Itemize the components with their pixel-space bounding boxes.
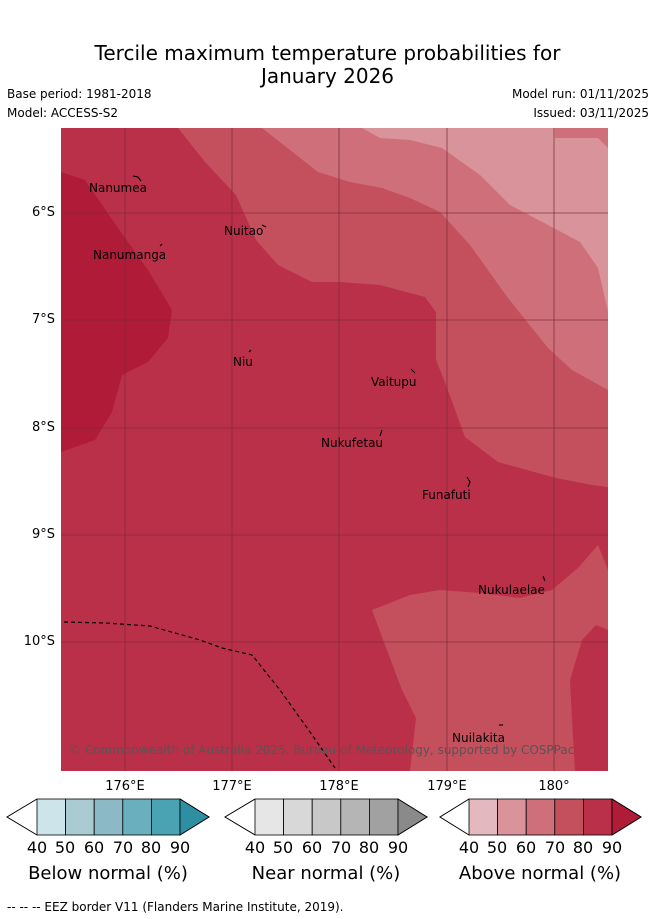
lat-label-6s: 6°S — [31, 205, 55, 220]
above-tick-80: 80 — [572, 838, 594, 857]
near-normal-title: Near normal (%) — [251, 863, 401, 884]
island-label-nuitao: Nuitao — [224, 224, 264, 238]
island-shape-vaitupu — [410, 368, 416, 374]
lon-label-176e: 176°E — [105, 779, 145, 794]
island-label-nuilakita: Nuilakita — [452, 731, 505, 745]
island-label-nanumea: Nanumea — [89, 181, 147, 195]
lat-label-8s: 8°S — [31, 420, 55, 435]
near-normal-swatch-3 — [311, 798, 342, 836]
below-tick-60: 60 — [83, 838, 105, 857]
title-line-1: Tercile maximum temperature probabilitie… — [94, 41, 561, 65]
near-normal-swatch-2 — [283, 798, 313, 836]
near-tick-90: 90 — [387, 838, 409, 857]
below-normal-swatch-3 — [93, 798, 124, 836]
lon-label-178e: 178°E — [319, 779, 359, 794]
below-tick-40: 40 — [26, 838, 48, 857]
near-tick-40: 40 — [244, 838, 266, 857]
below-tick-90: 90 — [169, 838, 191, 857]
near-tick-50: 50 — [272, 838, 294, 857]
above-normal-swatch-2 — [497, 798, 527, 836]
zone-above-80-south — [372, 545, 608, 771]
island-label-nukufetau: Nukufetau — [321, 436, 384, 450]
near-tick-60: 60 — [301, 838, 323, 857]
island-shape-nuitao — [261, 224, 267, 228]
island-shape-nukufetau — [379, 429, 383, 437]
copyright-notice: © Commonwealth of Australia 2025, Bureau… — [69, 743, 575, 757]
island-shape-niu — [248, 349, 252, 353]
island-label-niu: Niu — [233, 355, 253, 369]
below-tick-70: 70 — [112, 838, 134, 857]
above-tick-70: 70 — [544, 838, 566, 857]
above-tick-60: 60 — [515, 838, 537, 857]
island-shape-nukulaelae — [542, 575, 546, 582]
island-label-nukulaelae: Nukulaelae — [478, 583, 545, 597]
near-normal-swatch-5 — [368, 798, 399, 836]
below-normal-swatch-2 — [65, 798, 95, 836]
near-normal-swatch-6 — [397, 798, 428, 836]
below-normal-title: Below normal (%) — [28, 863, 188, 884]
below-normal-swatch-6 — [179, 798, 210, 836]
above-tick-90: 90 — [601, 838, 623, 857]
lat-label-9s: 9°S — [31, 527, 55, 542]
lat-label-10s: 10°S — [23, 634, 55, 649]
eez-border — [63, 621, 336, 769]
above-normal-swatch-3 — [525, 798, 556, 836]
below-normal-low-arrow — [6, 798, 38, 836]
zone-above-90-southeast — [570, 625, 608, 771]
above-tick-40: 40 — [458, 838, 480, 857]
above-normal-low-arrow — [439, 798, 470, 836]
below-normal-swatch-4 — [122, 798, 152, 836]
island-shape-nanumanga — [159, 243, 163, 247]
eez-footnote: -- -- -- EEZ border V11 (Flanders Marine… — [7, 900, 344, 914]
near-tick-80: 80 — [358, 838, 380, 857]
above-normal-swatch-1 — [468, 798, 499, 836]
above-tick-50: 50 — [486, 838, 508, 857]
lon-label-177e: 177°E — [212, 779, 252, 794]
zone-above-max — [61, 172, 172, 452]
above-normal-title: Above normal (%) — [458, 863, 622, 884]
near-normal-swatch-1 — [254, 798, 285, 836]
near-normal-colorbar — [254, 798, 428, 836]
above-normal-swatch-6 — [611, 798, 642, 836]
below-normal-swatch-5 — [150, 798, 181, 836]
issued-date: Issued: 03/11/2025 — [533, 106, 649, 120]
lon-label-179e: 179°E — [427, 779, 467, 794]
island-shape-nanumea — [132, 175, 142, 182]
island-label-vaitupu: Vaitupu — [371, 375, 417, 389]
base-period: Base period: 1981-2018 — [7, 87, 152, 101]
below-normal-colorbar — [36, 798, 210, 836]
lat-label-7s: 7°S — [31, 312, 55, 327]
model-run: Model run: 01/11/2025 — [511, 87, 649, 101]
below-tick-80: 80 — [140, 838, 162, 857]
island-label-nanumanga: Nanumanga — [93, 248, 167, 262]
graticule — [61, 128, 608, 771]
below-normal-swatch-1 — [36, 798, 67, 836]
zone-above-60 — [362, 128, 608, 312]
lon-label-180: 180° — [538, 779, 570, 794]
below-tick-50: 50 — [54, 838, 76, 857]
island-label-funafuti: Funafuti — [422, 488, 471, 502]
above-normal-swatch-5 — [583, 798, 613, 836]
model-name: Model: ACCESS-S2 — [7, 106, 119, 120]
island-shape-funafuti — [466, 476, 471, 488]
title-line-2: January 2026 — [260, 64, 395, 88]
near-normal-low-arrow — [224, 798, 256, 836]
near-tick-70: 70 — [330, 838, 352, 857]
island-shapes — [132, 175, 546, 726]
above-normal-swatch-4 — [554, 798, 584, 836]
above-normal-colorbar — [468, 798, 642, 836]
near-normal-swatch-4 — [340, 798, 370, 836]
